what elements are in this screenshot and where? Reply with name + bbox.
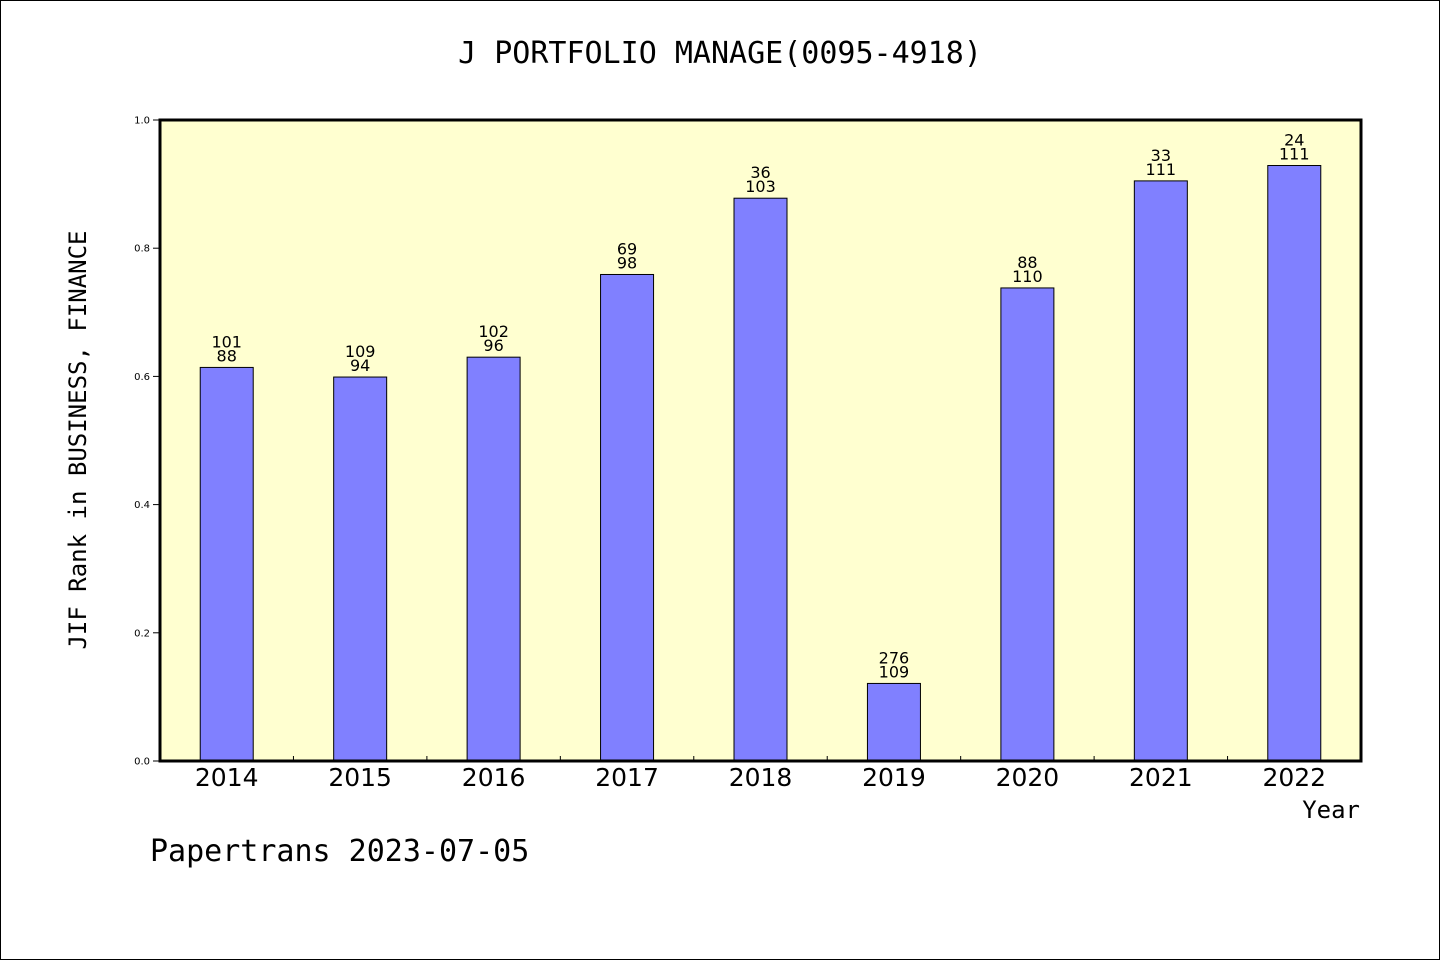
x-tick-label: 2020 bbox=[996, 763, 1060, 792]
x-tick-label: 2022 bbox=[1262, 763, 1326, 792]
bar-2017 bbox=[600, 273, 655, 762]
bar-label-top: 276 bbox=[879, 648, 910, 667]
x-tick-label: 2018 bbox=[729, 763, 793, 792]
x-tick-label: 2015 bbox=[328, 763, 392, 792]
bar-label-top: 109 bbox=[345, 342, 376, 361]
x-tick-label: 2019 bbox=[862, 763, 926, 792]
bar-label-bottom: 111 bbox=[1279, 145, 1310, 164]
x-tick-label: 2014 bbox=[195, 763, 259, 792]
bar-2022 bbox=[1267, 165, 1322, 762]
bar-label-top: 69 bbox=[617, 239, 637, 258]
bar-label-bottom: 94 bbox=[350, 356, 370, 375]
y-tick-label: 0.2 bbox=[134, 628, 150, 639]
bar-label-bottom: 103 bbox=[745, 177, 776, 196]
y-tick-label: 1.0 bbox=[134, 116, 150, 127]
chart-title: J PORTFOLIO MANAGE(0095-4918) bbox=[458, 36, 982, 71]
bar-label-bottom: 96 bbox=[483, 336, 503, 355]
y-tick-label: 0.0 bbox=[134, 757, 150, 768]
x-tick-label: 2021 bbox=[1129, 763, 1193, 792]
bar-label-top: 88 bbox=[1017, 253, 1037, 272]
bar-2016 bbox=[466, 356, 521, 762]
y-tick-label: 0.8 bbox=[134, 244, 150, 255]
bar-label-bottom: 109 bbox=[879, 662, 910, 681]
bar-label-top: 102 bbox=[478, 322, 509, 341]
bar-label-bottom: 110 bbox=[1012, 267, 1043, 286]
bar-label-top: 33 bbox=[1151, 146, 1171, 165]
bar-2021 bbox=[1133, 180, 1188, 762]
x-tick-label: 2017 bbox=[595, 763, 659, 792]
bar-label-bottom: 88 bbox=[217, 346, 237, 365]
y-tick-label: 0.4 bbox=[134, 500, 150, 511]
footer-credit: Papertrans 2023-07-05 bbox=[150, 834, 530, 869]
bar-label-top: 24 bbox=[1284, 131, 1304, 150]
bar-2018 bbox=[733, 197, 788, 762]
bar-2020 bbox=[1000, 287, 1055, 762]
x-axis-label: Year bbox=[1302, 796, 1360, 824]
bar-2019 bbox=[866, 682, 921, 762]
y-tick-label: 0.6 bbox=[134, 372, 150, 383]
x-tick-label: 2016 bbox=[462, 763, 526, 792]
bar-2015 bbox=[333, 376, 388, 762]
bar-label-top: 101 bbox=[211, 332, 242, 351]
bar-label-top: 36 bbox=[750, 163, 770, 182]
bar-2014 bbox=[199, 366, 254, 762]
bar-label-bottom: 111 bbox=[1146, 160, 1177, 179]
bar-label-bottom: 98 bbox=[617, 253, 637, 272]
plot-border bbox=[158, 118, 1363, 763]
